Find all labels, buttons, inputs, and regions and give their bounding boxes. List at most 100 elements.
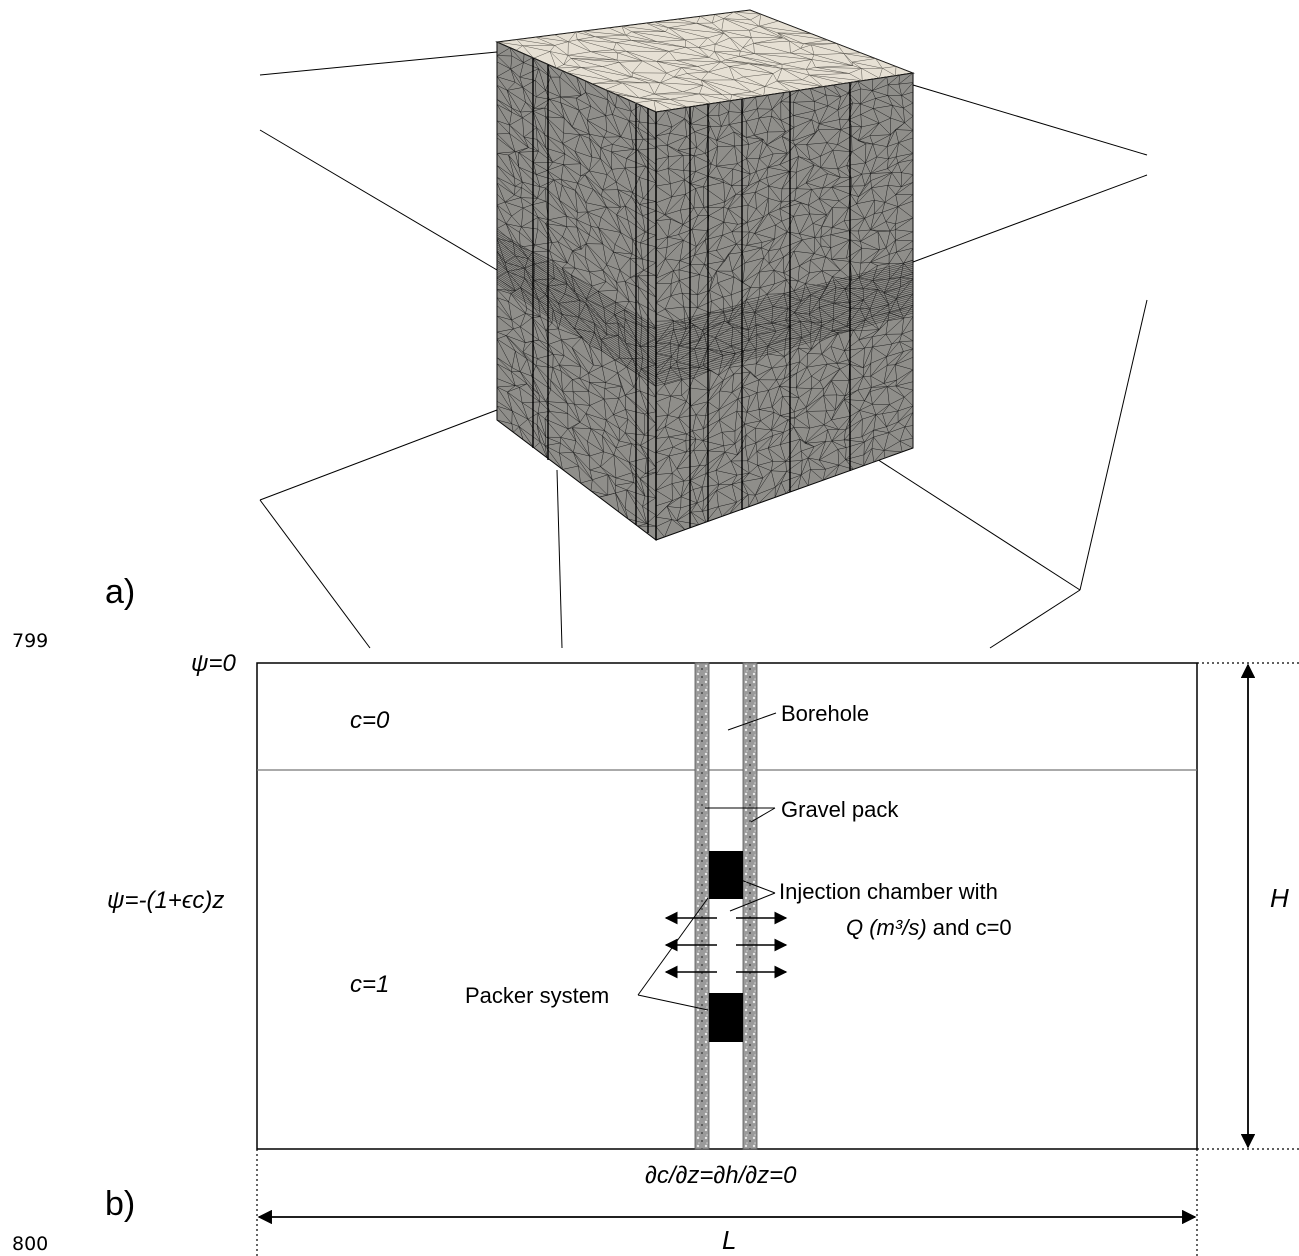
mesh-edge [671,483,682,497]
mesh-edge [716,490,719,507]
mesh-edge [901,174,913,187]
mesh-edge [809,88,815,102]
mesh-edge [656,236,668,241]
mesh-edge [717,282,732,295]
mesh-edge [768,185,782,190]
mesh-edge [721,432,736,444]
mesh-edge [691,215,710,230]
mesh-edge [759,263,770,273]
mesh-edge [766,279,787,295]
mesh-edge [696,414,706,416]
mesh-edge [742,262,746,283]
mesh-edge [509,47,513,57]
mesh-edge [728,252,743,255]
mesh-edge [772,63,783,66]
mesh-edge [743,73,774,78]
mesh-edge [508,151,516,156]
mesh-edge [577,182,594,190]
mesh-edge [497,165,516,187]
mesh-edge [764,86,792,92]
mesh-edge [901,82,913,96]
mesh-edge [497,305,512,321]
mesh-edge [756,198,769,209]
mesh-edge [699,264,705,275]
mesh-edge [715,337,732,347]
mesh-edge [693,367,700,379]
mesh-edge [859,410,863,420]
mesh-edge [579,300,587,304]
mesh-edge [806,410,827,412]
mesh-edge [603,307,615,315]
mesh-edge [707,250,717,253]
mesh-edge [789,171,797,173]
mesh-edge [734,423,745,432]
mesh-edge [727,204,749,209]
mesh-edge [615,106,630,121]
mesh-edge [799,353,808,362]
mesh-edge [562,262,568,269]
mesh-edge [863,346,873,368]
mesh-edge [749,465,758,474]
mesh-edge [863,448,873,455]
mesh-edge [664,379,682,385]
mesh-edge [812,223,816,238]
mesh-edge [818,198,827,216]
mesh-edge [820,227,833,238]
mesh-edge [676,361,679,369]
mesh-edge [509,47,525,55]
mesh-edge [656,60,677,62]
mesh-edge [678,367,700,369]
mesh-edge [671,519,677,521]
mesh-edge [640,231,646,244]
mesh-edge [562,143,581,164]
mesh-edge [754,312,772,324]
mesh-edge [547,164,564,171]
mesh-edge [668,155,684,157]
mesh-edge [768,390,773,407]
mesh-edge [830,247,832,260]
mesh-edge [819,109,839,125]
mesh-edge [567,422,581,430]
mesh-edge [820,226,823,238]
mesh-edge [904,426,913,439]
mesh-edge [897,162,902,173]
mesh-edge [758,108,773,119]
mesh-edge [656,490,673,501]
mesh-edge [589,451,604,457]
mesh-edge [497,363,512,372]
mesh-edge [615,290,618,303]
mesh-edge [794,411,807,419]
mesh-edge [496,272,657,373]
mesh-edge [796,361,801,374]
mesh-edge [848,73,863,81]
mesh-edge [597,289,618,292]
mesh-edge [760,412,775,422]
mesh-edge [763,86,766,96]
mesh-edge [613,49,627,52]
mesh-edge [872,76,887,80]
mesh-edge [519,77,524,88]
mesh-edge [582,27,609,32]
mesh-edge [532,340,554,355]
mesh-edge [895,66,897,76]
mesh-edge [593,364,603,367]
mesh-edge [716,243,737,251]
mesh-edge [901,329,913,335]
mesh-edge [576,76,582,96]
mesh-edge [781,136,788,154]
mesh-edge [756,167,769,172]
mesh-edge [514,187,522,196]
mesh-edge [827,96,841,107]
mesh-edge [656,356,672,369]
mesh-edge [566,226,577,228]
mesh-edge [870,249,880,263]
mesh-edge [587,206,607,213]
mesh-edge [556,67,581,69]
mesh-edge [566,67,581,73]
mesh-edge [622,82,655,95]
mesh-edge [673,269,680,271]
mesh-edge [897,421,906,428]
mesh-edge [605,281,618,291]
mesh-edge [799,265,810,274]
mesh-edge [687,71,709,74]
